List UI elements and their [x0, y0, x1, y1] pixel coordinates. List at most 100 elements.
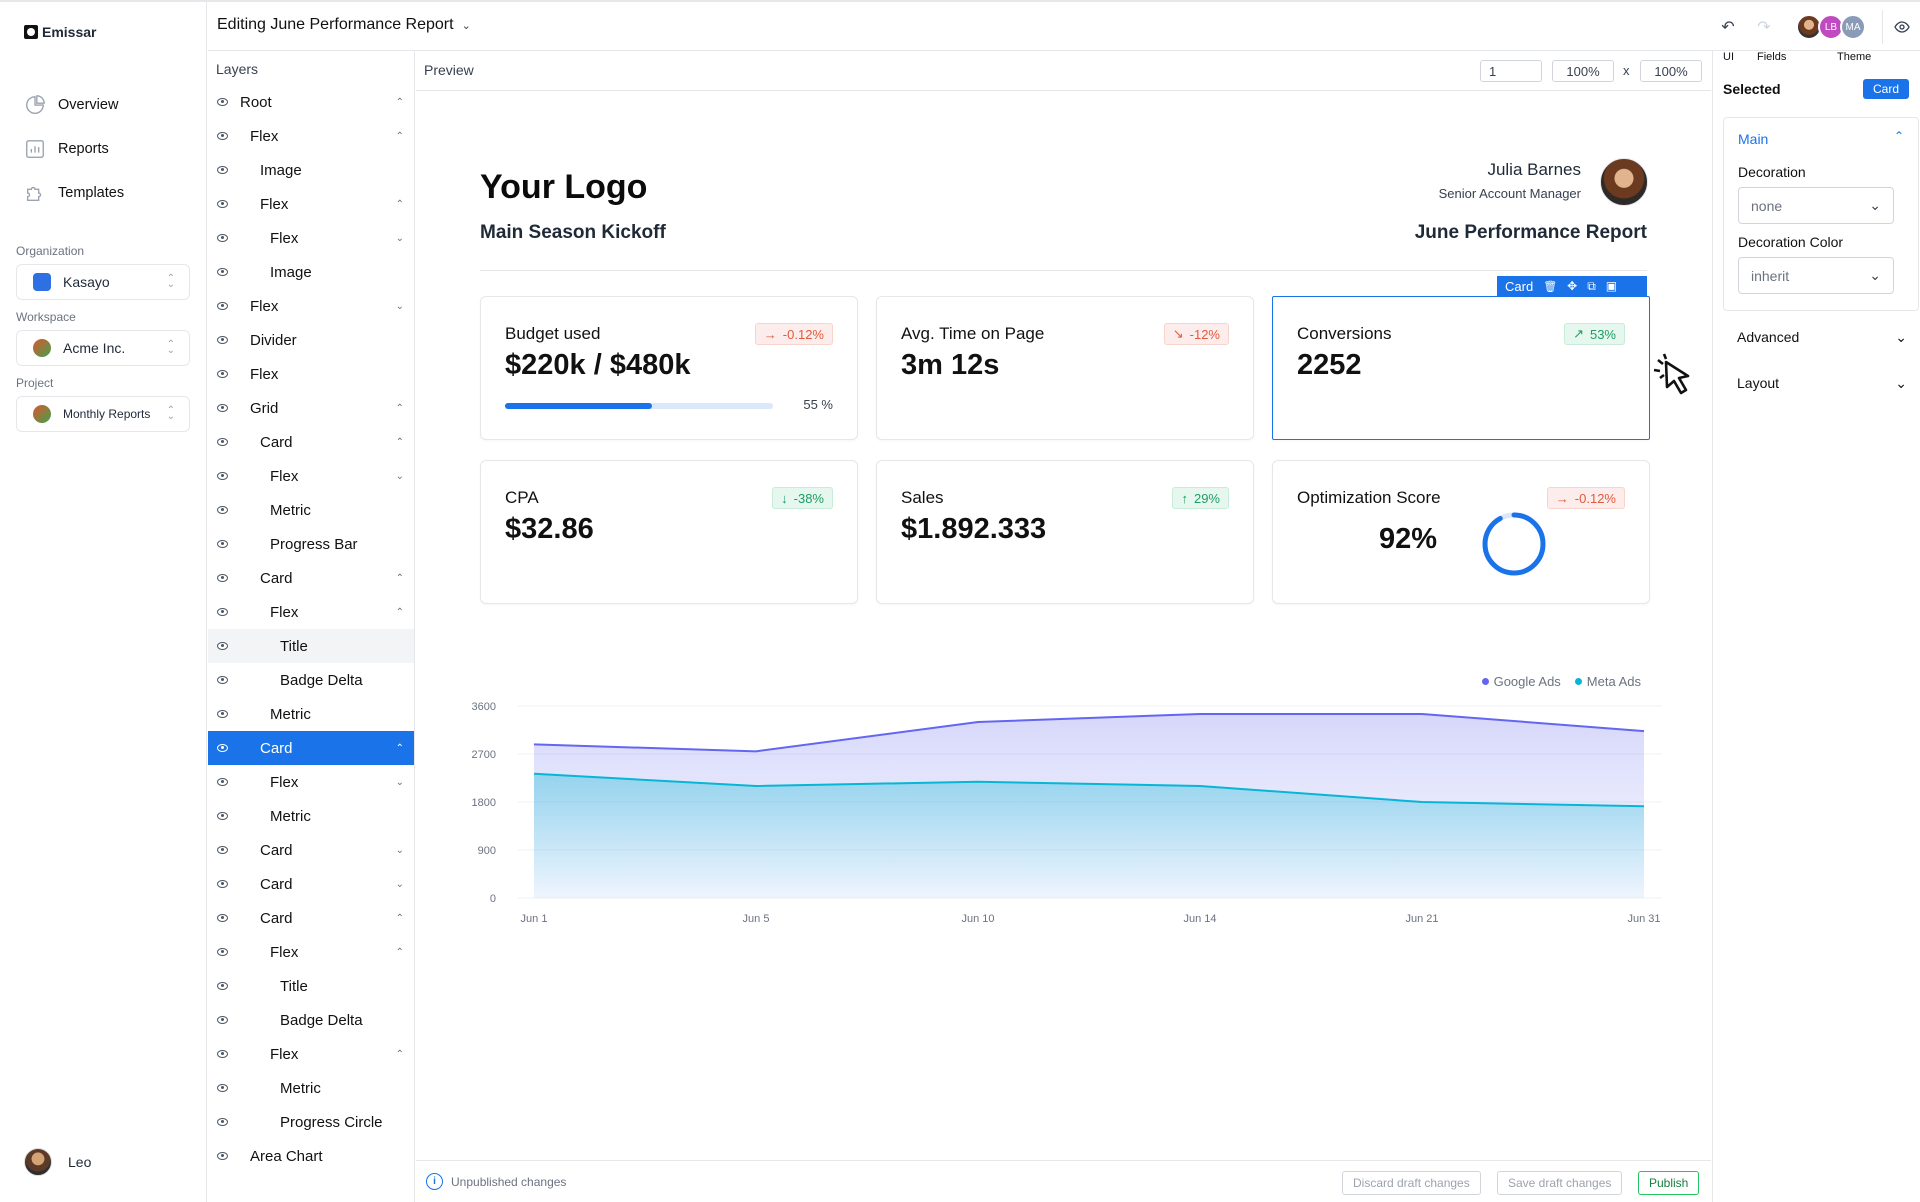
eye-icon[interactable] [217, 1152, 228, 1160]
chevron-up-icon[interactable]: ⌃ [395, 742, 404, 754]
layer-row[interactable]: Flex ⌄ [208, 221, 414, 255]
chevron-up-icon[interactable]: ⌃ [395, 572, 404, 584]
undo-icon[interactable]: ↶ [1721, 19, 1735, 36]
discard-draft-button[interactable]: Discard draft changes [1342, 1171, 1481, 1195]
eye-icon[interactable] [217, 846, 228, 854]
layout-section[interactable]: Layout ⌄ [1737, 375, 1907, 392]
chevron-up-icon[interactable]: ⌃ [395, 606, 404, 618]
trash-icon[interactable]: 🗑 [1543, 280, 1558, 293]
eye-icon[interactable] [217, 234, 228, 242]
layer-row[interactable]: Flex ⌃ [208, 935, 414, 969]
app-brand[interactable]: Emissar [24, 24, 96, 40]
user-profile[interactable]: Leo [24, 1148, 91, 1176]
eye-icon[interactable] [217, 710, 228, 718]
save-draft-button[interactable]: Save draft changes [1497, 1171, 1623, 1195]
layer-row[interactable]: Flex ⌃ [208, 119, 414, 153]
eye-icon[interactable] [217, 914, 228, 922]
chevron-up-icon[interactable]: ⌃ [395, 1048, 404, 1060]
layer-row[interactable]: Flex ⌄ [208, 459, 414, 493]
eye-icon[interactable] [217, 336, 228, 344]
chevron-up-icon[interactable]: ⌃ [395, 402, 404, 414]
kpi-card[interactable]: Avg. Time on Page 3m 12s ↘ -12% [876, 296, 1254, 440]
eye-icon[interactable] [217, 302, 228, 310]
eye-icon[interactable] [217, 676, 228, 684]
move-icon[interactable]: ✥ [1567, 279, 1578, 293]
chevron-up-icon[interactable]: ⌃ [395, 912, 404, 924]
series-line-google-ads[interactable] [533, 713, 1645, 753]
chevron-down-icon[interactable]: ⌄ [395, 776, 404, 788]
layer-row[interactable]: Card ⌃ [208, 901, 414, 935]
report-subtitle-left[interactable]: Main Season Kickoff [480, 222, 666, 243]
eye-icon[interactable] [217, 574, 228, 582]
eye-icon[interactable] [217, 472, 228, 480]
chevron-up-icon[interactable]: ⌃ [395, 96, 404, 108]
chevron-down-icon[interactable]: ⌄ [395, 232, 404, 244]
chevron-up-icon[interactable]: ⌃ [395, 198, 404, 210]
eye-icon[interactable] [217, 98, 228, 106]
layer-row[interactable]: Flex ⌃ [208, 1037, 414, 1071]
eye-icon[interactable] [217, 880, 228, 888]
layer-row[interactable]: Card ⌃ [208, 731, 414, 765]
nav-reports[interactable]: Reports [24, 138, 109, 160]
eye-icon[interactable] [217, 1016, 228, 1024]
layer-row[interactable]: Title [208, 629, 414, 663]
eye-icon[interactable] [217, 166, 228, 174]
eye-icon[interactable] [217, 982, 228, 990]
eye-icon[interactable] [217, 438, 228, 446]
report-subtitle-right[interactable]: June Performance Report [1414, 222, 1647, 243]
eye-icon[interactable] [217, 200, 228, 208]
card-toolbar[interactable]: Card 🗑 ✥ ⧉ ▣ [1497, 276, 1647, 296]
layer-row[interactable]: Card ⌄ [208, 867, 414, 901]
eye-icon[interactable] [217, 642, 228, 650]
layer-row[interactable]: Grid ⌃ [208, 391, 414, 425]
collaborator-avatar-ma[interactable]: MA [1840, 14, 1866, 40]
layer-row[interactable]: Flex [208, 357, 414, 391]
layer-row[interactable]: Metric [208, 799, 414, 833]
eye-icon[interactable] [217, 268, 228, 276]
layer-row[interactable]: Root ⌃ [208, 85, 414, 119]
report-logo[interactable]: Your Logo [480, 168, 648, 206]
kpi-card[interactable]: CPA $32.86 ↓ -38% [480, 460, 858, 604]
eye-icon[interactable] [217, 132, 228, 140]
eye-icon[interactable] [217, 744, 228, 752]
project-select[interactable]: Monthly Reports ⌃ ⌄ [16, 396, 190, 432]
layer-row[interactable]: Flex ⌃ [208, 187, 414, 221]
layer-row[interactable]: Progress Bar [208, 527, 414, 561]
person-name[interactable]: Julia Barnes [1487, 160, 1581, 179]
eye-icon[interactable] [217, 370, 228, 378]
chevron-up-icon[interactable]: ⌃ [395, 436, 404, 448]
eye-icon[interactable] [217, 1118, 228, 1126]
layer-row[interactable]: Flex ⌄ [208, 765, 414, 799]
chevron-up-icon[interactable]: ⌃ [395, 130, 404, 142]
layer-row[interactable]: Metric [208, 1071, 414, 1105]
layer-row[interactable]: Title [208, 969, 414, 1003]
advanced-section[interactable]: Advanced ⌄ [1737, 329, 1907, 346]
eye-icon[interactable] [217, 404, 228, 412]
eye-icon[interactable] [217, 540, 228, 548]
collaborator-avatar-lb[interactable]: LB [1818, 14, 1844, 40]
nav-templates[interactable]: Templates [24, 182, 124, 204]
kpi-card[interactable]: Conversions 2252 ↗ 53% [1272, 296, 1650, 440]
layer-row[interactable]: Card ⌃ [208, 561, 414, 595]
eye-icon[interactable] [217, 778, 228, 786]
eye-icon[interactable] [217, 1050, 228, 1058]
chevron-up-icon[interactable]: ⌃ [1893, 129, 1904, 143]
layer-row[interactable]: Area Chart [208, 1139, 414, 1173]
eye-icon[interactable] [217, 948, 228, 956]
kpi-card[interactable]: Budget used $220k / $480k → -0.12% 55 % [480, 296, 858, 440]
layer-row[interactable]: Badge Delta [208, 663, 414, 697]
eye-icon[interactable] [217, 608, 228, 616]
redo-icon[interactable]: ↷ [1757, 19, 1771, 36]
duplicate-icon[interactable]: ⧉ [1587, 278, 1596, 293]
tab-fields[interactable]: Fields [1757, 51, 1787, 63]
layer-row[interactable]: Badge Delta [208, 1003, 414, 1037]
layer-row[interactable]: Divider [208, 323, 414, 357]
decoration-color-select[interactable]: inherit ⌄ [1738, 257, 1894, 294]
eye-icon[interactable] [217, 506, 228, 514]
save-icon[interactable]: ▣ [1605, 279, 1618, 293]
eye-icon[interactable] [217, 1084, 228, 1092]
layer-row[interactable]: Metric [208, 493, 414, 527]
page-input[interactable]: 1 [1480, 60, 1542, 82]
chevron-down-icon[interactable]: ⌄ [395, 878, 404, 890]
chevron-down-icon[interactable]: ⌄ [395, 470, 404, 482]
